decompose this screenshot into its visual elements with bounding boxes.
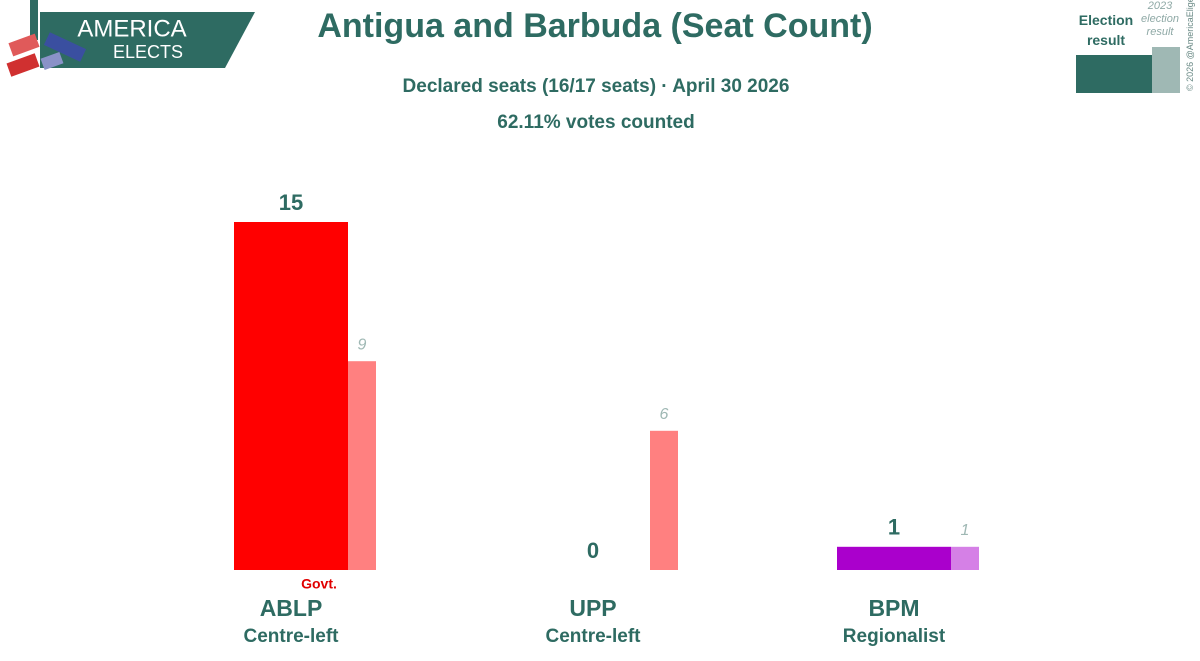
logo-decor (43, 32, 87, 62)
category-description: Centre-left (545, 626, 641, 647)
category-description: Regionalist (843, 626, 946, 647)
value-label-previous: 1 (961, 522, 970, 539)
logo-banner (40, 12, 255, 68)
bar-previous (951, 546, 979, 570)
category-description: Centre-left (243, 626, 339, 647)
legend-swatch (1076, 55, 1152, 93)
logo-decor (40, 51, 64, 71)
logo-decor (8, 33, 40, 57)
value-label: 1 (888, 515, 900, 540)
annotation: Govt. (301, 576, 337, 592)
logo-decor (30, 0, 38, 40)
x-tick-label: UPP (569, 595, 616, 621)
x-tick-label: BPM (868, 595, 919, 621)
value-label-previous: 9 (358, 336, 367, 353)
x-tick-label: ABLP (260, 595, 323, 621)
legend-label: Election result (1078, 12, 1134, 48)
copyright: © 2026 @AmericaElige (1185, 0, 1195, 91)
value-label: 15 (279, 190, 303, 215)
logo-text: AMERICA (77, 15, 186, 42)
bar-previous (348, 361, 376, 570)
value-label: 0 (587, 538, 599, 563)
chart-subtitle: Declared seats (16/17 seats) · April 30 … (403, 76, 790, 97)
bar (837, 546, 951, 570)
legend-label: 2023 election result (1141, 0, 1179, 38)
chart-title: Antigua and Barbuda (Seat Count) (317, 7, 872, 45)
chart-subtitle: 62.11% votes counted (497, 112, 694, 133)
bar (234, 222, 348, 570)
logo-text: ELECTS (113, 42, 183, 62)
legend-swatch (1152, 47, 1180, 93)
logo-decor (6, 53, 40, 77)
value-label-previous: 6 (660, 406, 669, 423)
bar-previous (650, 430, 678, 570)
